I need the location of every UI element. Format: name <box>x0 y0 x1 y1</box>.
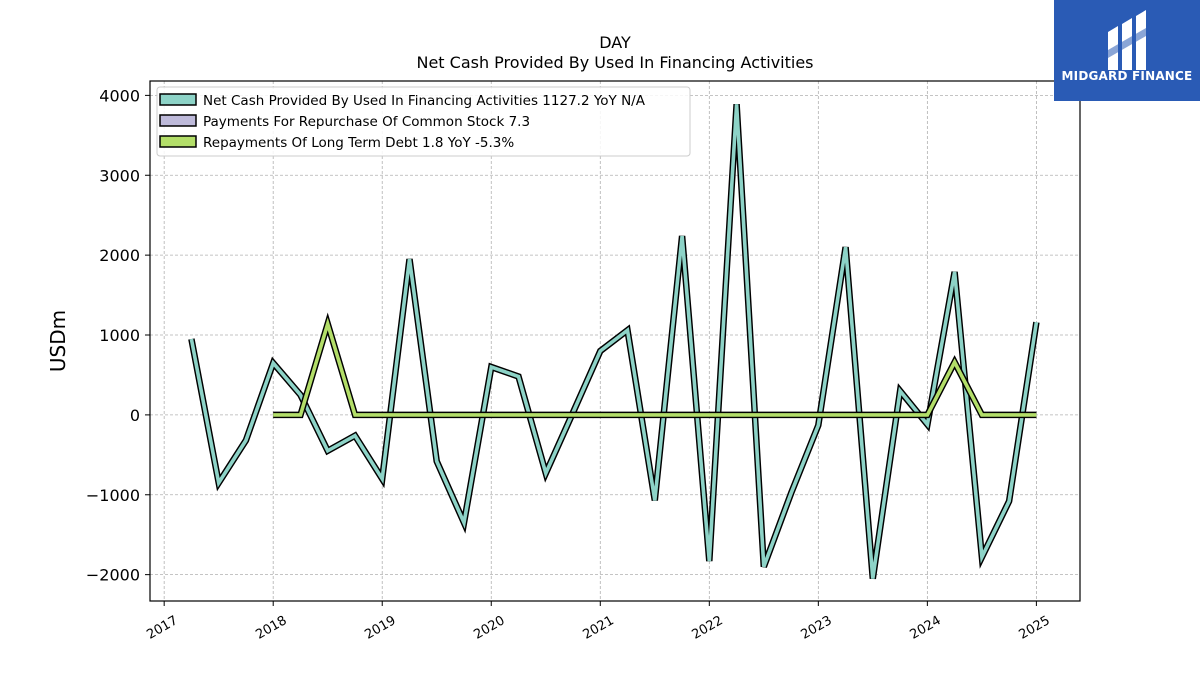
legend: Net Cash Provided By Used In Financing A… <box>156 86 691 157</box>
legend-swatch-1 <box>159 114 197 127</box>
x-tick-label: 2017 <box>144 613 180 643</box>
x-tick-label: 2020 <box>471 613 507 643</box>
series-line-2 <box>273 317 1037 417</box>
series-outline-2 <box>273 312 1037 419</box>
y-axis-label: USDm <box>46 310 70 372</box>
y-tick-label: −2000 <box>86 566 140 585</box>
x-tick-label: 2022 <box>689 613 725 643</box>
plot-frame <box>149 80 1081 602</box>
series-lines <box>188 104 1040 580</box>
legend-swatch-2 <box>159 135 197 148</box>
x-tick-label: 2025 <box>1017 613 1053 643</box>
x-tick-label: 2021 <box>580 613 616 643</box>
legend-label-1: Payments For Repurchase Of Common Stock … <box>203 114 530 130</box>
chart-subtitle: Net Cash Provided By Used In Financing A… <box>416 53 813 72</box>
y-tick-label: −1000 <box>86 486 140 505</box>
x-tick-label: 2023 <box>799 613 835 643</box>
series-line-0 <box>189 104 1039 579</box>
y-tick-label: 4000 <box>99 86 140 105</box>
y-tick-label: 0 <box>130 406 140 425</box>
x-tick-label: 2019 <box>362 613 398 643</box>
legend-label-0: Net Cash Provided By Used In Financing A… <box>203 93 646 109</box>
brand-mark-icon <box>1108 10 1146 70</box>
legend-swatch-0 <box>159 93 197 106</box>
axes: −2000 −1000 0 1000 2000 3000 4000 2017 2018 2019 2… <box>86 86 1053 642</box>
brand-name: MIDGARD FINANCE <box>1061 69 1193 83</box>
x-tick-label: 2024 <box>908 613 944 643</box>
legend-label-2: Repayments Of Long Term Debt 1.8 YoY -5.… <box>203 135 514 151</box>
y-tick-label: 1000 <box>99 326 140 345</box>
y-tick-label: 2000 <box>99 246 140 265</box>
y-tick-label: 3000 <box>99 166 140 185</box>
legend-box <box>156 86 691 157</box>
chart-title: DAY <box>599 33 631 52</box>
brand-logo: MIDGARD FINANCE <box>1054 0 1200 101</box>
x-tick-label: 2018 <box>253 613 289 643</box>
